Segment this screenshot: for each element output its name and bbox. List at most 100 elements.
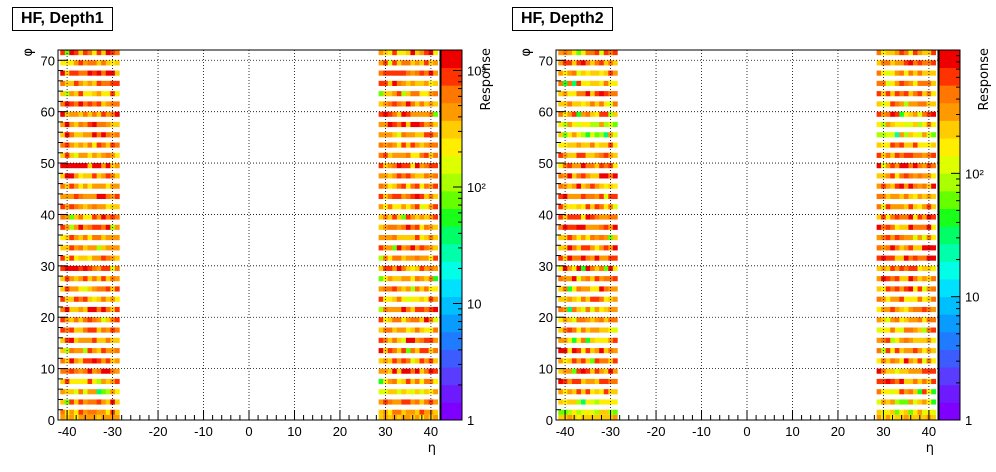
heatmap-cell bbox=[378, 60, 384, 66]
heatmap-cell bbox=[590, 70, 595, 76]
heatmap-cell bbox=[567, 286, 573, 292]
heatmap-cell bbox=[612, 132, 618, 138]
heatmap-cell bbox=[424, 389, 429, 395]
heatmap-cell bbox=[558, 409, 564, 415]
heatmap-cell bbox=[608, 306, 614, 313]
heatmap-cell bbox=[114, 173, 120, 179]
heatmap-cell bbox=[105, 348, 111, 354]
heatmap-cell bbox=[73, 183, 79, 189]
heatmap-cell bbox=[92, 101, 97, 107]
heatmap-cell bbox=[78, 173, 84, 179]
heatmap-cell bbox=[876, 132, 882, 138]
heatmap-cell bbox=[912, 214, 918, 220]
heatmap-cell bbox=[69, 50, 75, 56]
heatmap-cell bbox=[912, 337, 918, 343]
heatmap-cell bbox=[419, 389, 425, 395]
heatmap-cell bbox=[392, 317, 398, 323]
heatmap-cell bbox=[931, 183, 937, 189]
heatmap-cell bbox=[96, 337, 102, 343]
heatmap-cell bbox=[899, 132, 905, 138]
heatmap-cell bbox=[917, 348, 923, 354]
y-tick-label: 10 bbox=[41, 362, 55, 377]
y-axis-ticks bbox=[556, 49, 566, 421]
heatmap-cell bbox=[899, 368, 905, 374]
heatmap-cell bbox=[931, 399, 937, 405]
heatmap-cell bbox=[585, 80, 591, 86]
heatmap-cell bbox=[931, 378, 937, 385]
heatmap-cell bbox=[594, 399, 600, 405]
heatmap-cell bbox=[599, 70, 605, 76]
heatmap-cell bbox=[101, 265, 107, 271]
heatmap-cell bbox=[917, 193, 923, 200]
heatmap-cell bbox=[83, 80, 88, 86]
heatmap-cell bbox=[114, 414, 120, 420]
heatmap-cell bbox=[571, 183, 577, 189]
heatmap-cell bbox=[890, 214, 896, 220]
heatmap-cell bbox=[558, 70, 564, 76]
heatmap-cell bbox=[612, 193, 618, 200]
y-tick-label: 0 bbox=[546, 413, 553, 428]
heatmap-cell bbox=[114, 183, 120, 189]
heatmap-cell bbox=[562, 245, 568, 251]
heatmap-cell bbox=[433, 265, 439, 271]
heatmap-cell bbox=[922, 368, 927, 374]
heatmap-cell bbox=[612, 70, 618, 76]
heatmap-cell bbox=[581, 358, 586, 364]
heatmap-cell bbox=[931, 60, 937, 66]
heatmap-cell bbox=[558, 348, 564, 354]
heatmap-cell bbox=[83, 142, 88, 148]
heatmap-cell bbox=[931, 296, 937, 302]
heatmap-cell bbox=[60, 163, 66, 169]
heatmap-cell bbox=[931, 193, 937, 200]
x-tick-label: -30 bbox=[601, 424, 620, 439]
heatmap-cell bbox=[87, 255, 93, 261]
heatmap-cell bbox=[917, 111, 923, 117]
heatmap-cell bbox=[585, 306, 591, 313]
heatmap-cell bbox=[917, 121, 923, 128]
heatmap-cell bbox=[410, 224, 416, 230]
heatmap-cell bbox=[60, 327, 66, 333]
heatmap-cell bbox=[401, 80, 407, 86]
heatmap-cell bbox=[114, 389, 120, 395]
heatmap-cell bbox=[585, 224, 591, 230]
heatmap-cell bbox=[876, 414, 882, 420]
heatmap-cell bbox=[912, 80, 918, 86]
heatmap-cell bbox=[890, 317, 896, 323]
heatmap-cell bbox=[876, 101, 882, 107]
heatmap-cell bbox=[612, 306, 618, 313]
heatmap-cell bbox=[903, 368, 909, 374]
heatmap-cell bbox=[96, 163, 102, 169]
heatmap-cell bbox=[571, 60, 577, 66]
heatmap-cell bbox=[419, 60, 425, 66]
heatmap-cell bbox=[876, 317, 882, 323]
heatmap-cell bbox=[424, 414, 429, 420]
color-scale-ticks bbox=[453, 70, 462, 421]
heatmap-cell bbox=[876, 152, 882, 158]
heatmap-cell bbox=[576, 142, 582, 148]
color-scale-step bbox=[441, 261, 462, 280]
heatmap-cell bbox=[926, 111, 932, 117]
heatmap-cell bbox=[585, 163, 591, 169]
heatmap-cell bbox=[101, 173, 107, 179]
heatmap-cell bbox=[599, 214, 605, 220]
heatmap-cell bbox=[387, 327, 393, 333]
heatmap-cell bbox=[594, 255, 600, 261]
heatmap-cell bbox=[881, 111, 886, 117]
heatmap-cell bbox=[599, 245, 605, 251]
heatmap-cell bbox=[60, 60, 66, 66]
heatmap-cell bbox=[890, 378, 896, 385]
heatmap-cell bbox=[922, 101, 927, 107]
heatmap-cell bbox=[405, 348, 411, 354]
heatmap-cell bbox=[612, 235, 618, 241]
heatmap-cell bbox=[414, 101, 420, 107]
heatmap-cell bbox=[392, 132, 398, 138]
heatmap-cell bbox=[876, 91, 882, 97]
heatmap-cell bbox=[912, 101, 918, 107]
heatmap-cell bbox=[405, 91, 411, 97]
heatmap-cell bbox=[908, 224, 914, 230]
heatmap-cell bbox=[612, 358, 618, 364]
heatmap-cell bbox=[110, 142, 116, 148]
heatmap-cell bbox=[594, 214, 600, 220]
heatmap-cell bbox=[396, 50, 402, 56]
